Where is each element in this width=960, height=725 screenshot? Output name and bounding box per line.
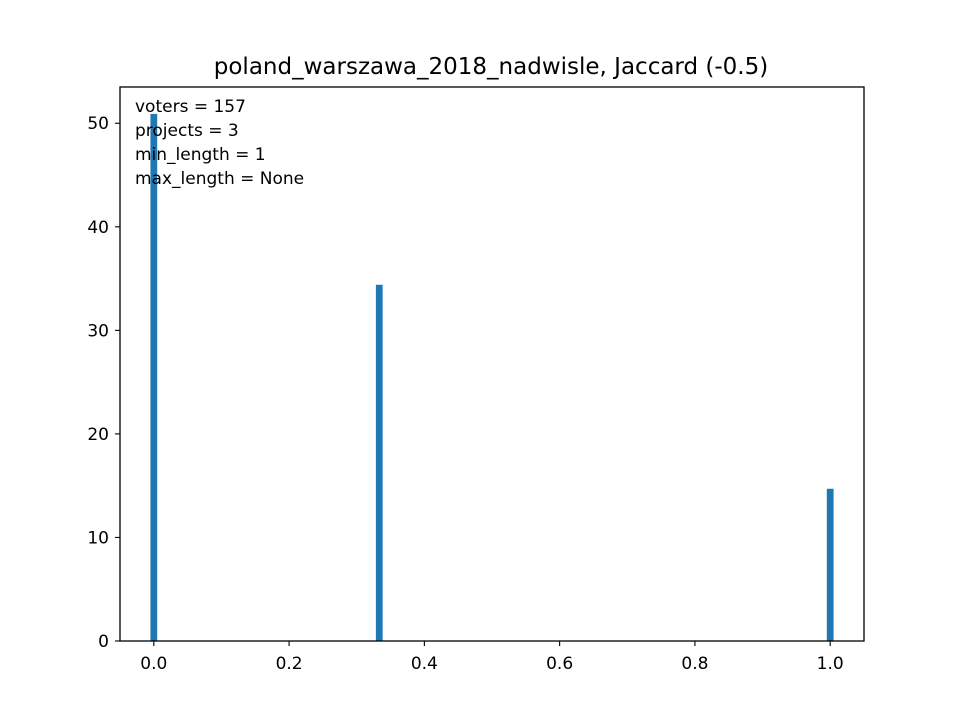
stats-annotation: voters = 157 projects = 3 min_length = 1 ma… (135, 97, 304, 189)
x-tick-label: 1.0 (817, 654, 844, 674)
plot-area-frame (119, 86, 865, 642)
bar-2 (826, 488, 834, 641)
y-tick-label: 40 (87, 218, 109, 238)
y-tick-label: 20 (87, 425, 109, 445)
y-tick-label: 10 (87, 528, 109, 548)
stats-annotation-line: projects = 3 (135, 121, 239, 141)
y-tick-label: 30 (87, 321, 109, 341)
x-tick-label: 0.2 (276, 654, 303, 674)
bar-0 (150, 113, 158, 642)
stats-annotation-line: max_length = None (135, 169, 304, 189)
y-axis-ticks: 0 10 20 30 40 50 (87, 114, 120, 652)
x-axis-ticks: 0.0 0.2 0.4 0.6 0.8 1.0 (140, 641, 844, 674)
x-tick-label: 0.0 (140, 654, 167, 674)
y-tick-label: 50 (87, 114, 109, 134)
y-tick-label: 0 (98, 632, 109, 652)
stats-annotation-line: min_length = 1 (135, 145, 266, 165)
chart-title: poland_warszawa_2018_nadwisle, Jaccard (… (214, 54, 768, 80)
x-tick-label: 0.6 (546, 654, 573, 674)
bar-1 (375, 284, 383, 641)
bars-layer (150, 113, 834, 642)
x-tick-label: 0.8 (681, 654, 708, 674)
x-tick-label: 0.4 (411, 654, 438, 674)
stats-annotation-line: voters = 157 (135, 97, 246, 117)
